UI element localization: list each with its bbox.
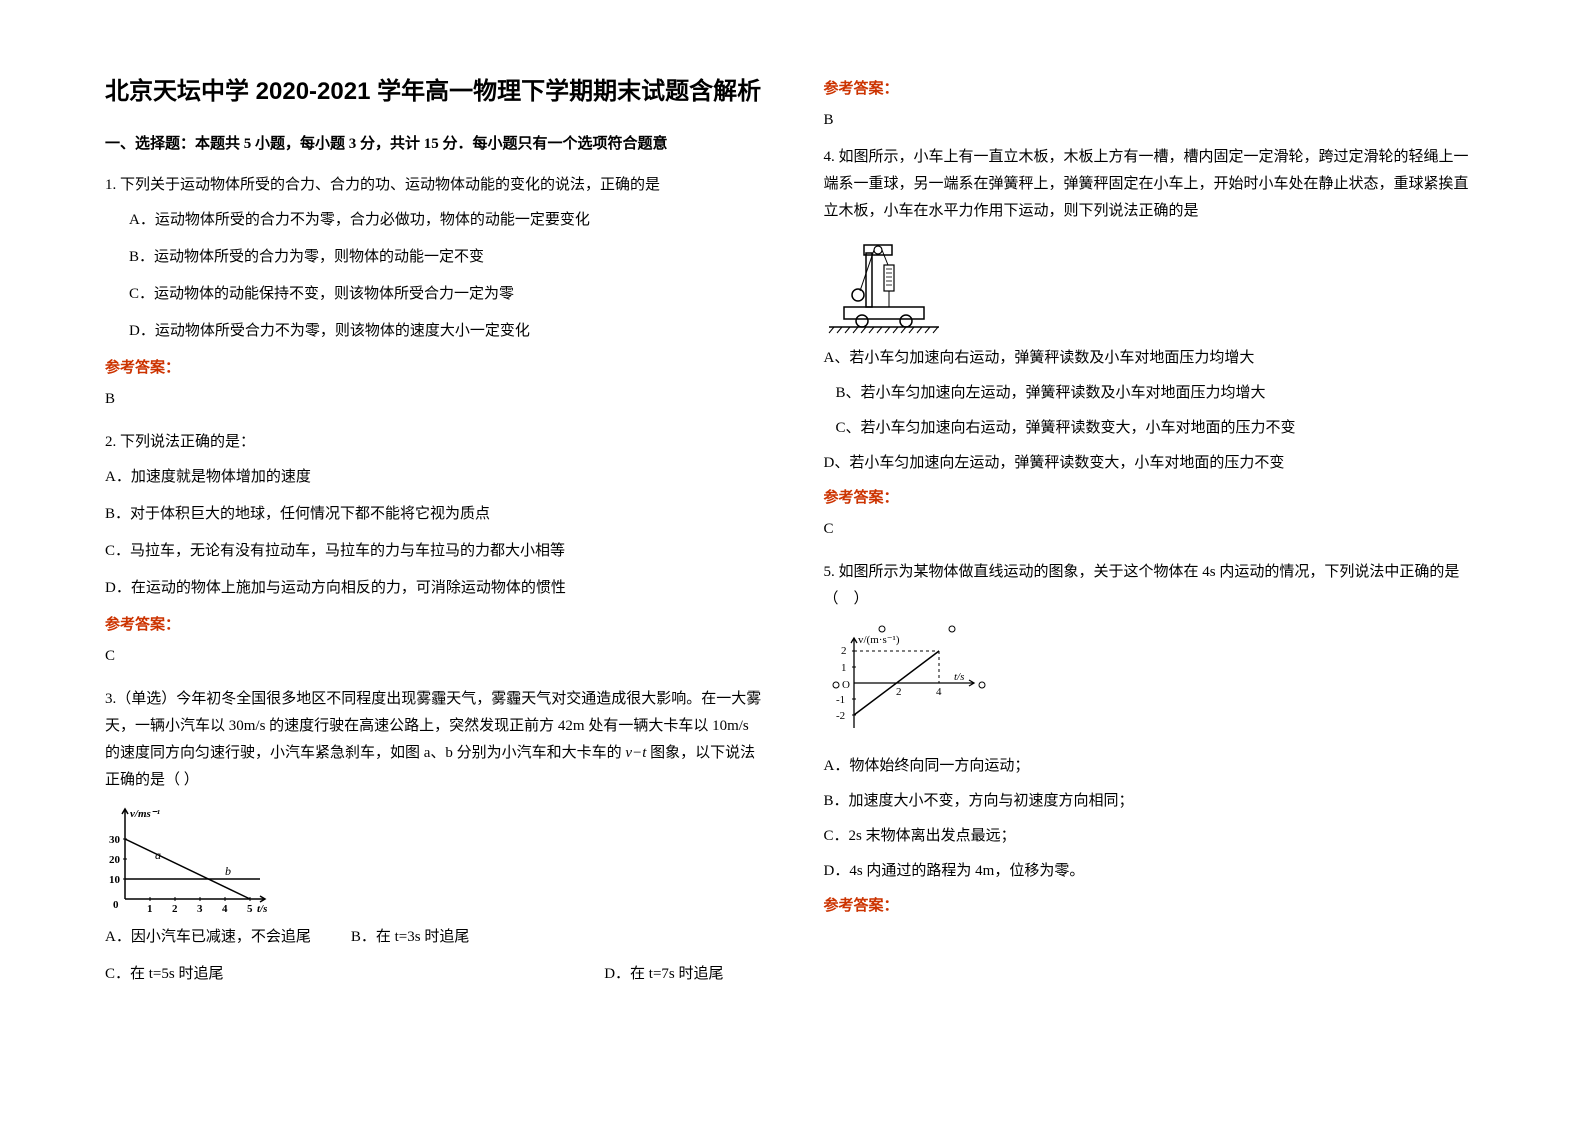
q1-opt-c: C．运动物体的动能保持不变，则该物体所受合力一定为零 <box>105 281 764 308</box>
q5-stem: 5. 如图所示为某物体做直线运动的图象，关于这个物体在 4s 内运动的情况，下列… <box>824 559 1483 613</box>
q5-chart-svg: 2 1 -1 -2 2 4 O v/(m·s⁻¹) t/s <box>824 623 994 743</box>
q3-answer-label: 参考答案： <box>824 76 1483 103</box>
section-1-header: 一、选择题：本题共 5 小题，每小题 3 分，共计 15 分．每小题只有一个选项… <box>105 131 764 158</box>
q2-stem: 2. 下列说法正确的是： <box>105 429 764 456</box>
q2-opt-c: C．马拉车，无论有没有拉动车，马拉车的力与车拉马的力都大小相等 <box>105 538 764 565</box>
svg-text:-2: -2 <box>836 710 845 722</box>
svg-text:30: 30 <box>109 834 121 846</box>
q4-opt-a: A、若小车匀加速向右运动，弹簧秤读数及小车对地面压力均增大 <box>824 345 1483 372</box>
q3-options-2: C．在 t=5s 时追尾 D．在 t=7s 时追尾 <box>105 961 764 992</box>
q3-opt-c: C．在 t=5s 时追尾 <box>105 961 223 988</box>
svg-text:v/(m·s⁻¹): v/(m·s⁻¹) <box>858 634 900 646</box>
q4-answer: C <box>824 516 1483 543</box>
svg-text:O: O <box>842 679 850 691</box>
svg-text:1: 1 <box>841 662 847 674</box>
doc-title: 北京天坛中学 2020-2021 学年高一物理下学期期末试题含解析 <box>105 70 764 113</box>
svg-text:1: 1 <box>147 903 153 914</box>
svg-text:0: 0 <box>113 899 119 911</box>
q1-opt-d: D．运动物体所受合力不为零，则该物体的速度大小一定变化 <box>105 318 764 345</box>
question-1: 1. 下列关于运动物体所受的合力、合力的功、运动物体动能的变化的说法，正确的是 … <box>105 172 764 413</box>
svg-text:b: b <box>225 864 231 878</box>
left-column: 北京天坛中学 2020-2021 学年高一物理下学期期末试题含解析 一、选择题：… <box>90 70 794 1052</box>
svg-text:3: 3 <box>197 903 203 914</box>
q3-opt-d: D．在 t=7s 时追尾 <box>604 961 763 988</box>
q2-opt-a: A．加速度就是物体增加的速度 <box>105 464 764 491</box>
svg-text:10: 10 <box>109 874 121 886</box>
q2-answer-label: 参考答案： <box>105 612 764 639</box>
q1-opt-b: B．运动物体所受的合力为零，则物体的动能一定不变 <box>105 244 764 271</box>
q2-opt-d: D．在运动的物体上施加与运动方向相反的力，可消除运动物体的惯性 <box>105 575 764 602</box>
q3-chart-svg: 10 20 30 1 2 3 4 5 a <box>105 804 275 914</box>
svg-text:4: 4 <box>936 686 942 698</box>
q4-stem: 4. 如图所示，小车上有一直立木板，木板上方有一槽，槽内固定一定滑轮，跨过定滑轮… <box>824 144 1483 225</box>
svg-text:a: a <box>155 848 161 862</box>
q3-opt-a: A．因小汽车已减速，不会追尾 <box>105 924 311 951</box>
q3-options: A．因小汽车已减速，不会追尾 B．在 t=3s 时追尾 <box>105 924 764 955</box>
question-2: 2. 下列说法正确的是： A．加速度就是物体增加的速度 B．对于体积巨大的地球，… <box>105 429 764 670</box>
svg-text:2: 2 <box>841 645 847 657</box>
q5-answer-label: 参考答案： <box>824 893 1483 920</box>
q5-opt-d: D．4s 内通过的路程为 4m，位移为零。 <box>824 858 1483 885</box>
q3-stem-vt: v−t <box>625 745 646 761</box>
q2-opt-b: B．对于体积巨大的地球，任何情况下都不能将它视为质点 <box>105 501 764 528</box>
q2-answer: C <box>105 643 764 670</box>
svg-text:20: 20 <box>109 854 121 866</box>
question-3: 3.（单选）今年初冬全国很多地区不同程度出现雾霾天气，雾霾天气对交通造成很大影响… <box>105 686 764 992</box>
q1-answer: B <box>105 386 764 413</box>
svg-text:4: 4 <box>222 903 228 914</box>
q3-figure: 10 20 30 1 2 3 4 5 a <box>105 804 764 914</box>
q4-opt-d: D、若小车匀加速向左运动，弹簧秤读数变大，小车对地面的压力不变 <box>824 450 1483 477</box>
q5-opt-a: A．物体始终向同一方向运动； <box>824 753 1483 780</box>
svg-text:2: 2 <box>172 903 178 914</box>
q5-opt-c: C．2s 末物体离出发点最远； <box>824 823 1483 850</box>
q4-answer-label: 参考答案： <box>824 485 1483 512</box>
svg-text:t/s: t/s <box>954 671 964 683</box>
q3-opt-b: B．在 t=3s 时追尾 <box>351 924 469 951</box>
q5-figure: 2 1 -1 -2 2 4 O v/(m·s⁻¹) t/s <box>824 623 1483 743</box>
q1-stem: 1. 下列关于运动物体所受的合力、合力的功、运动物体动能的变化的说法，正确的是 <box>105 172 764 199</box>
q4-opt-b: B、若小车匀加速向左运动，弹簧秤读数及小车对地面压力均增大 <box>824 380 1483 407</box>
q1-opt-a: A．运动物体所受的合力不为零，合力必做功，物体的动能一定要变化 <box>105 207 764 234</box>
svg-text:5: 5 <box>247 903 253 914</box>
q4-figure-svg <box>824 235 944 335</box>
q4-figure <box>824 235 1483 335</box>
svg-text:v/ms⁻¹: v/ms⁻¹ <box>130 808 160 820</box>
right-column: 参考答案： B 4. 如图所示，小车上有一直立木板，木板上方有一槽，槽内固定一定… <box>794 70 1498 1052</box>
svg-text:t/s: t/s <box>257 903 267 914</box>
question-4: 4. 如图所示，小车上有一直立木板，木板上方有一槽，槽内固定一定滑轮，跨过定滑轮… <box>824 144 1483 543</box>
q3-answer: B <box>824 107 1483 134</box>
svg-text:2: 2 <box>896 686 902 698</box>
q4-opt-c: C、若小车匀加速向右运动，弹簧秤读数变大，小车对地面的压力不变 <box>824 415 1483 442</box>
q5-opt-b: B．加速度大小不变，方向与初速度方向相同； <box>824 788 1483 815</box>
q3-stem: 3.（单选）今年初冬全国很多地区不同程度出现雾霾天气，雾霾天气对交通造成很大影响… <box>105 686 764 794</box>
svg-text:-1: -1 <box>836 694 845 706</box>
q1-answer-label: 参考答案： <box>105 355 764 382</box>
question-5: 5. 如图所示为某物体做直线运动的图象，关于这个物体在 4s 内运动的情况，下列… <box>824 559 1483 920</box>
